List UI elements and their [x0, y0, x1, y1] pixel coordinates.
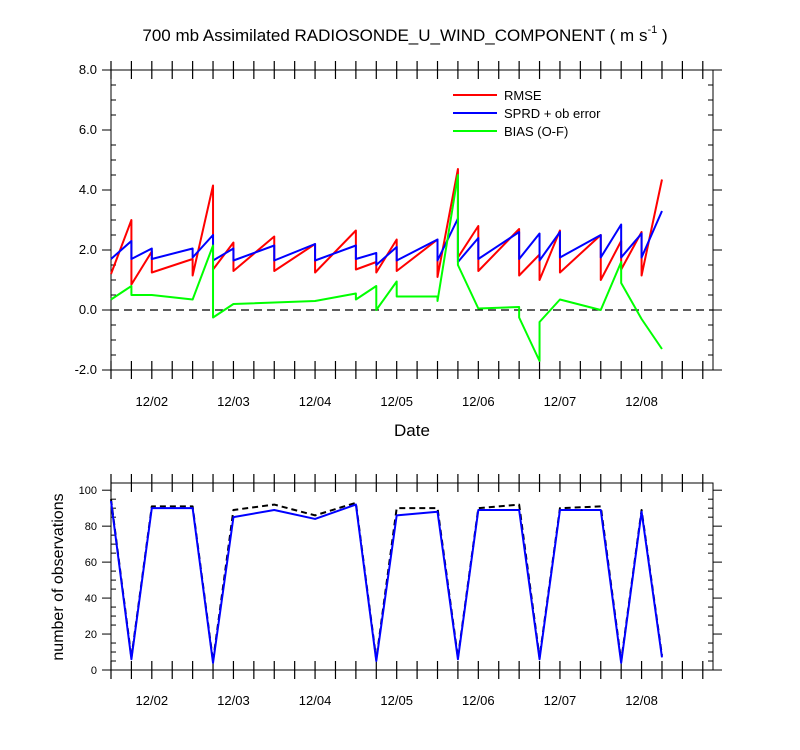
x-tick-label: 12/07 — [544, 394, 577, 409]
y-tick-label: 80 — [85, 521, 97, 533]
series-line-solid — [110, 500, 663, 664]
x-tick-label: 12/03 — [217, 394, 250, 409]
chart-title-sup: -1 — [647, 24, 657, 36]
bottom-y-ticks: 0 20 40 60 80 100 — [79, 485, 722, 677]
x-tick-label: 12/02 — [136, 693, 169, 708]
x-tick-label: 12/06 — [462, 693, 495, 708]
legend-label-bias-o-f: BIAS (O-F) — [504, 124, 568, 139]
series-line-sprd-ob-error — [110, 210, 663, 266]
y-tick-label: 20 — [85, 629, 97, 641]
x-tick-label: 12/05 — [380, 394, 413, 409]
x-tick-label: 12/08 — [625, 394, 658, 409]
y-tick-label: -2.0 — [75, 362, 97, 377]
legend-label-rmse: RMSE — [504, 88, 542, 103]
y-tick-label: 40 — [85, 593, 97, 605]
y-tick-label: 60 — [85, 557, 97, 569]
x-tick-label: 12/04 — [299, 394, 332, 409]
y-tick-label: 0.0 — [79, 302, 97, 317]
y-axis-label-observations: number of observations — [50, 493, 67, 660]
x-tick-label: 12/04 — [299, 693, 332, 708]
chart-title-main: 700 mb Assimilated RADIOSONDE_U_WIND_COM… — [142, 26, 647, 45]
bottom-plot-frame — [110, 482, 714, 671]
x-tick-label: 12/06 — [462, 394, 495, 409]
x-tick-label: 12/07 — [544, 693, 577, 708]
top-plot: -2.0 0.0 2.0 4.0 6.0 8.0 12/02 12/03 12/04 12/05… — [75, 61, 722, 440]
top-series — [110, 168, 663, 362]
top-plot-frame — [110, 69, 714, 371]
x-tick-label: 12/03 — [217, 693, 250, 708]
series-line-rmse — [110, 168, 663, 286]
x-tick-label: 12/05 — [380, 693, 413, 708]
y-tick-label: 4.0 — [79, 182, 97, 197]
y-tick-label: 100 — [79, 485, 97, 497]
series-line-bias-o-f — [110, 174, 663, 362]
bottom-x-ticks: 12/02 12/03 12/04 12/05 12/06 12/07 12/08 — [110, 474, 704, 708]
bottom-series — [110, 499, 663, 664]
chart-title: 700 mb Assimilated RADIOSONDE_U_WIND_COM… — [142, 24, 667, 45]
chart-title-close: ) — [657, 26, 667, 45]
y-tick-label: 2.0 — [79, 242, 97, 257]
top-x-ticks: 12/02 12/03 12/04 12/05 12/06 12/07 12/08 — [110, 61, 704, 409]
x-tick-label: 12/02 — [136, 394, 169, 409]
x-axis-label: Date — [394, 421, 430, 440]
y-tick-label: 6.0 — [79, 122, 97, 137]
top-y-ticks: -2.0 0.0 2.0 4.0 6.0 8.0 — [75, 62, 722, 377]
legend: RMSE SPRD + ob error BIAS (O-F) — [453, 88, 601, 139]
y-tick-label: 0 — [91, 665, 97, 677]
x-tick-label: 12/08 — [625, 693, 658, 708]
legend-label-sprd-ob-error: SPRD + ob error — [504, 106, 601, 121]
y-tick-label: 8.0 — [79, 62, 97, 77]
